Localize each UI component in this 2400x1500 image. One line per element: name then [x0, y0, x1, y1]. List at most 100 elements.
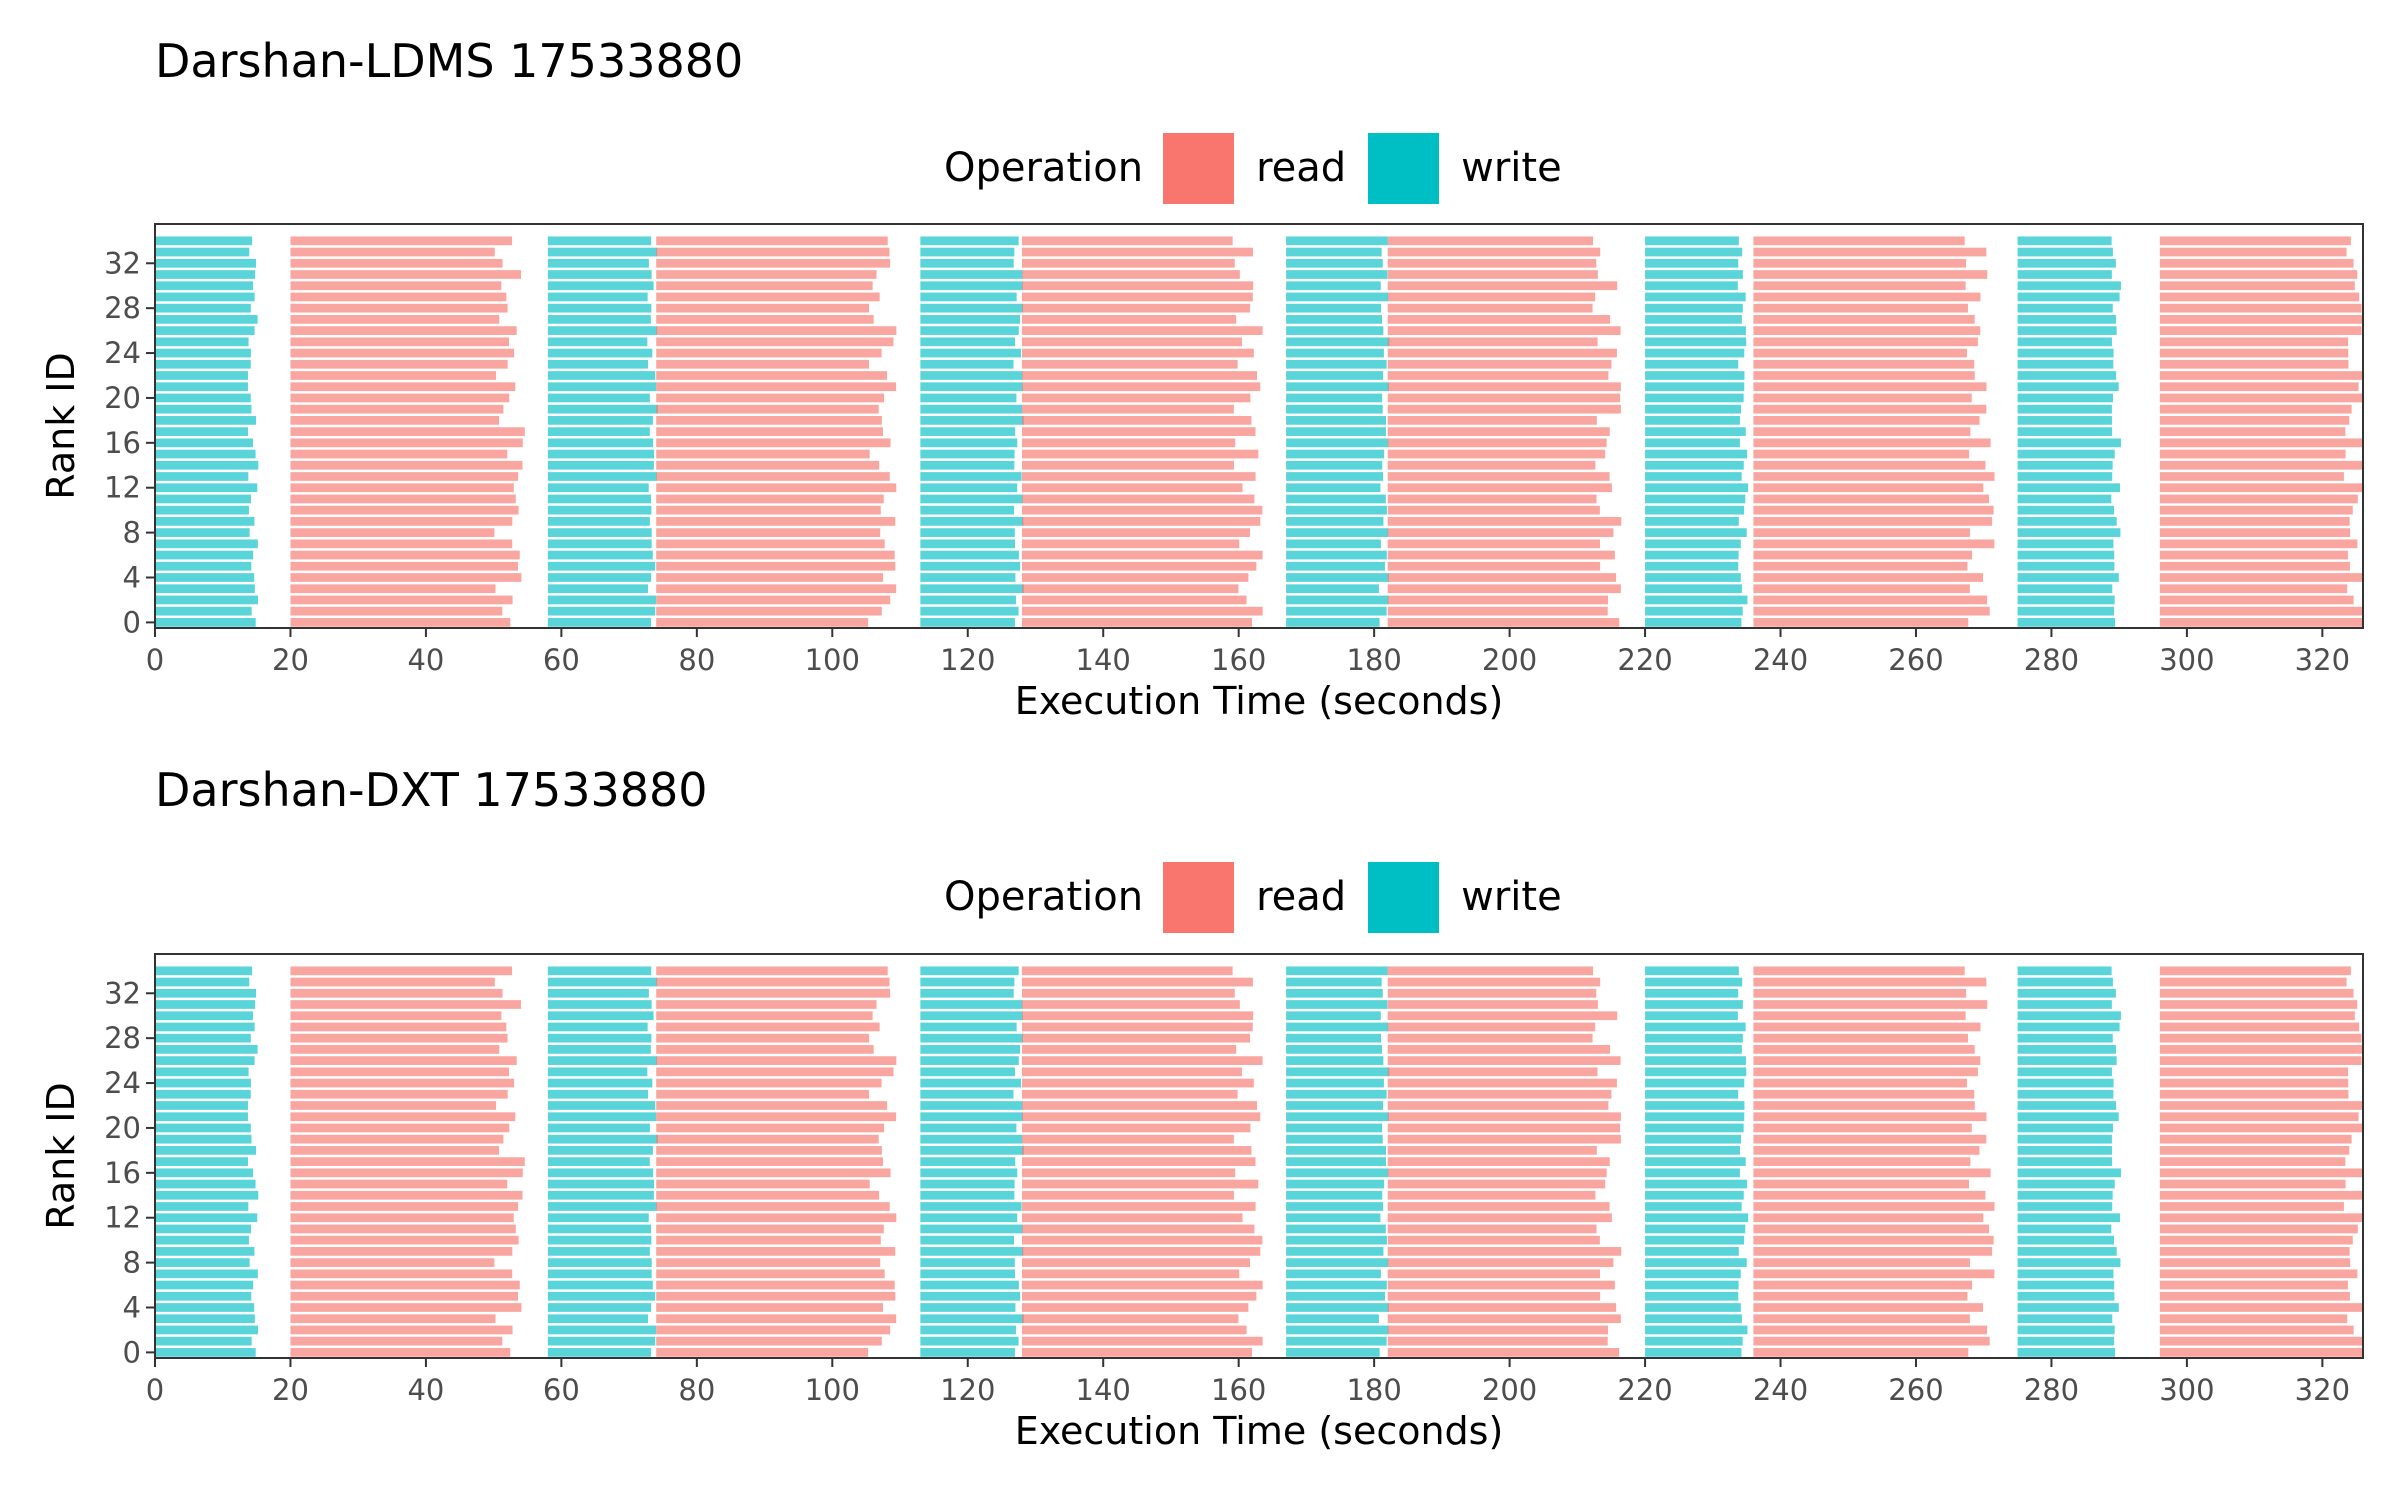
- read-bar: [290, 1190, 523, 1200]
- write-bar: [2017, 1045, 2116, 1054]
- read-bar: [290, 1000, 522, 1009]
- write-bar: [920, 348, 1022, 358]
- write-bar: [2017, 1123, 2113, 1133]
- read-bar: [1021, 382, 1261, 392]
- write-bar: [155, 1291, 252, 1301]
- read-bar: [1387, 1146, 1597, 1155]
- read-bar: [1753, 460, 1986, 470]
- write-bar: [1286, 1056, 1384, 1065]
- read-bar: [656, 359, 870, 369]
- write-bar: [1286, 258, 1383, 268]
- write-bar: [155, 1022, 255, 1032]
- write-bar: [1286, 1101, 1384, 1110]
- read-bar: [1387, 1157, 1610, 1166]
- read-bar: [1387, 449, 1606, 459]
- write-bar: [2017, 337, 2112, 347]
- write-bar: [2017, 236, 2112, 246]
- read-bar: [290, 988, 503, 998]
- write-bar: [2017, 606, 2115, 616]
- write-bar: [155, 292, 255, 302]
- write-bar: [1286, 1280, 1387, 1290]
- write-bar: [547, 1157, 650, 1166]
- write-bar: [547, 528, 652, 537]
- write-bar: [1645, 528, 1747, 537]
- read-bar: [1753, 483, 1984, 493]
- write-bar: [547, 1258, 652, 1267]
- write-bar: [547, 606, 656, 616]
- read-bar: [656, 1168, 891, 1178]
- write-bar: [920, 270, 1023, 279]
- write-bar: [1286, 505, 1387, 515]
- write-bar: [155, 494, 251, 504]
- read-bar: [1021, 1000, 1240, 1009]
- write-bar: [2017, 1202, 2113, 1211]
- read-bar: [1753, 438, 1991, 448]
- write-bar: [920, 1112, 1023, 1122]
- read-bar: [1753, 1224, 1990, 1234]
- read-bar: [1753, 606, 1990, 616]
- write-bar: [920, 539, 1016, 549]
- write-bar: [1286, 618, 1380, 627]
- read-bar: [290, 1134, 504, 1144]
- write-bar: [155, 303, 251, 313]
- y-tick-label: 8: [123, 1246, 141, 1280]
- x-tick-label: 260: [1888, 643, 1943, 677]
- write-bar: [155, 1314, 255, 1324]
- read-bar: [1753, 1089, 1975, 1099]
- x-tick-label: 180: [1346, 643, 1401, 677]
- read-bar: [1021, 966, 1233, 976]
- read-bar: [656, 1213, 897, 1223]
- read-bar: [290, 371, 497, 380]
- write-bar: [2017, 281, 2121, 291]
- write-bar: [1286, 1089, 1387, 1099]
- write-bar: [155, 1247, 255, 1256]
- read-bar: [1753, 348, 1967, 358]
- y-axis-title: Rank ID: [39, 1082, 83, 1230]
- write-bar: [2017, 247, 2113, 257]
- write-bar: [2017, 1348, 2116, 1357]
- x-tick-label: 200: [1482, 1373, 1537, 1407]
- write-bar: [1286, 1000, 1388, 1009]
- read-bar: [1387, 550, 1615, 560]
- read-bar: [1021, 1336, 1263, 1346]
- write-bar: [1645, 1336, 1743, 1346]
- read-bar: [1021, 505, 1263, 515]
- write-bar: [1286, 348, 1384, 358]
- read-bar: [1021, 1123, 1251, 1133]
- write-bar: [155, 505, 249, 515]
- read-bar: [1753, 270, 1988, 279]
- read-bar: [1021, 1303, 1249, 1312]
- read-bar: [1753, 1291, 1968, 1301]
- write-bar: [155, 1336, 252, 1346]
- read-bar: [290, 1291, 518, 1301]
- write-bar: [155, 472, 249, 481]
- write-bar: [547, 494, 652, 504]
- write-bar: [1645, 966, 1739, 976]
- write-bar: [547, 483, 649, 493]
- read-bar: [2159, 528, 2351, 537]
- write-bar: [2017, 1033, 2113, 1043]
- write-bar: [1645, 1112, 1745, 1122]
- read-bar: [656, 573, 884, 582]
- write-bar: [1286, 236, 1388, 246]
- write-bar: [1286, 595, 1389, 605]
- read-bar: [1021, 1134, 1234, 1144]
- read-bar: [2159, 236, 2351, 246]
- read-bar: [1021, 1168, 1236, 1178]
- write-bar: [2017, 1325, 2115, 1335]
- read-bar: [2159, 1168, 2363, 1178]
- write-bar: [1286, 416, 1387, 425]
- write-bar: [920, 550, 1019, 560]
- write-bar: [547, 359, 649, 369]
- read-bar: [1753, 1011, 1966, 1021]
- write-bar: [2017, 573, 2119, 582]
- read-bar: [290, 1258, 495, 1267]
- read-bar: [1021, 618, 1253, 627]
- write-bar: [2017, 1336, 2115, 1346]
- write-bar: [1645, 561, 1739, 571]
- write-bar: [1286, 1112, 1389, 1122]
- read-bar: [290, 1269, 513, 1279]
- plot-panel: [155, 954, 2363, 1358]
- write-bar: [155, 427, 248, 436]
- read-bar: [1387, 427, 1610, 436]
